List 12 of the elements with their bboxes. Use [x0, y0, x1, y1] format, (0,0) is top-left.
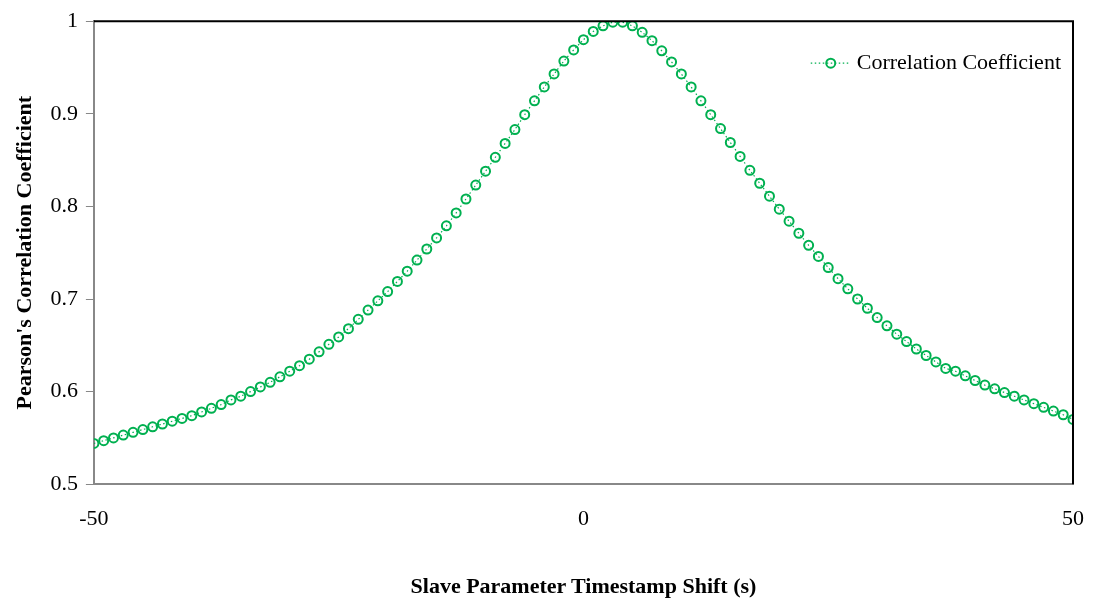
y-tick-label: 0.7: [50, 284, 78, 310]
x-tick-label: 0: [577, 505, 589, 531]
y-tick-label: 0.8: [50, 192, 78, 218]
y-tick-label: 0.9: [50, 99, 78, 125]
y-tick-label: 1: [66, 6, 78, 32]
y-tick-label: 0.5: [50, 469, 78, 495]
x-tick-label: -50: [79, 505, 109, 531]
y-axis-title: Pearson's Correlation Coefficient: [10, 95, 36, 410]
y-tick-label: 0.6: [50, 377, 78, 403]
x-tick-label: 50: [1062, 505, 1084, 531]
legend-label: Correlation Coefficient: [856, 48, 1062, 74]
x-axis-title: Slave Parameter Timestamp Shift (s): [410, 573, 757, 599]
